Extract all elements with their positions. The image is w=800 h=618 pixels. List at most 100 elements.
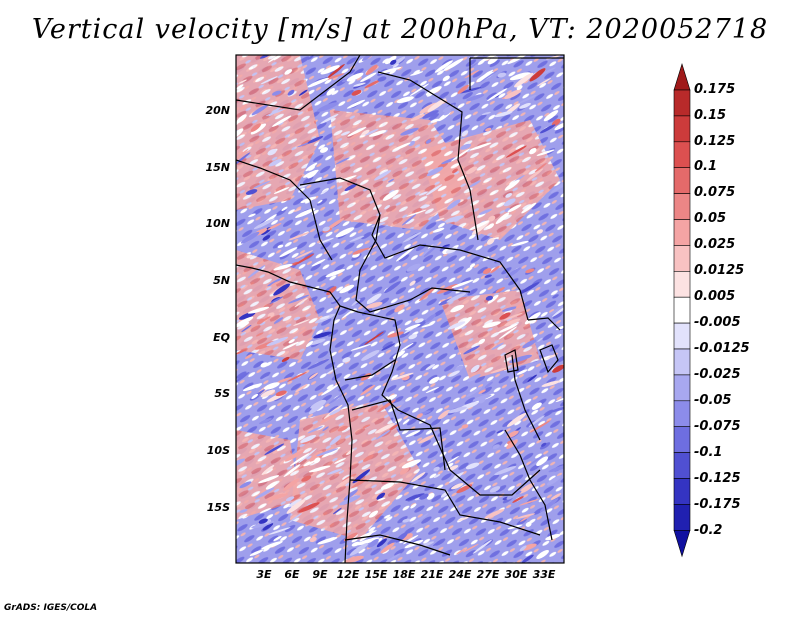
colorbar-swatch	[673, 219, 691, 246]
field-cell	[536, 229, 543, 234]
field-cell	[526, 454, 545, 467]
field-cell	[236, 349, 247, 355]
field-cell	[444, 215, 464, 223]
field-cell	[447, 406, 467, 414]
field-cell	[293, 253, 315, 266]
field-cell	[432, 227, 445, 233]
field-cell	[507, 204, 522, 213]
field-cell	[419, 493, 429, 500]
field-cell	[251, 104, 269, 116]
field-cell	[410, 513, 429, 526]
field-cell	[392, 350, 406, 359]
lon-tick-label: 9E	[312, 568, 328, 581]
field-cell	[400, 127, 419, 136]
field-cell	[425, 139, 432, 144]
field-cell	[267, 277, 283, 287]
field-cell	[418, 434, 435, 444]
field-cell	[536, 456, 549, 467]
field-cell	[298, 328, 308, 335]
field-cell	[410, 114, 425, 121]
colorbar-swatch	[673, 322, 691, 350]
field-cell	[247, 264, 266, 279]
field-cell	[238, 79, 247, 84]
field-cell	[479, 55, 501, 63]
colorbar-label: 0.005	[694, 289, 735, 304]
field-cell	[476, 71, 495, 83]
field-cell	[521, 202, 537, 214]
field-cell	[388, 423, 399, 432]
field-cell	[295, 208, 316, 218]
field-cell	[472, 539, 492, 554]
field-cell	[435, 217, 445, 222]
field-cell	[238, 311, 256, 320]
field-cell	[239, 481, 252, 489]
field-cell	[287, 372, 307, 382]
field-region	[236, 55, 320, 210]
field-cell	[470, 364, 480, 373]
field-cell	[504, 179, 520, 191]
field-cell	[293, 316, 301, 321]
field-cell	[506, 412, 527, 427]
colorbar-swatch	[673, 115, 691, 143]
field-cell	[361, 129, 370, 136]
field-cell	[346, 99, 366, 109]
country-borders	[236, 55, 564, 563]
field-cell	[320, 113, 339, 124]
field-cell	[268, 159, 282, 167]
field-region	[236, 430, 300, 520]
field-cell	[479, 70, 498, 83]
field-cell	[426, 493, 435, 500]
field-cell	[487, 223, 495, 229]
field-cell	[516, 513, 536, 519]
field-cell	[451, 279, 474, 289]
map-title: Vertical velocity [m/s] at 200hPa, VT: 2…	[31, 14, 769, 45]
field-cell	[360, 384, 376, 396]
field-cell	[258, 475, 280, 484]
field-cell	[408, 140, 416, 147]
field-cell	[420, 204, 430, 209]
field-cell	[467, 374, 481, 382]
field-cell	[514, 72, 534, 88]
field-cell	[329, 408, 342, 416]
field-cell	[384, 514, 391, 519]
field-cell	[394, 304, 405, 313]
field-cell	[425, 386, 439, 394]
field-cell	[519, 103, 531, 109]
field-cell	[316, 102, 339, 112]
field-cell	[368, 130, 387, 137]
field-cell	[360, 72, 377, 82]
field-cell	[245, 189, 258, 195]
field-cell	[511, 240, 529, 247]
field-cell	[486, 238, 495, 245]
field-cell	[308, 372, 319, 380]
field-cell	[350, 343, 372, 351]
field-cell	[524, 312, 541, 325]
field-cell	[288, 338, 295, 344]
field-cell	[451, 483, 464, 490]
field-cell	[260, 362, 269, 368]
field-cell	[494, 466, 517, 476]
field-cell	[521, 543, 537, 551]
field-cell	[342, 357, 351, 363]
field-cell	[456, 548, 465, 555]
field-cell	[273, 535, 282, 542]
field-cell	[236, 84, 244, 90]
field-cell	[497, 72, 507, 78]
field-cell	[236, 316, 254, 328]
colorbar-label: -0.175	[694, 497, 741, 512]
field-cell	[273, 263, 293, 271]
field-cell	[320, 189, 328, 195]
field-cell	[384, 281, 401, 294]
field-cell	[525, 268, 535, 274]
field-cell	[448, 370, 460, 377]
field-cell	[463, 345, 480, 355]
field-cell	[518, 482, 535, 494]
colorbar-swatch	[673, 89, 691, 117]
field-cell	[446, 292, 467, 303]
field-cell	[529, 147, 537, 155]
field-cell	[515, 427, 521, 432]
field-cell	[375, 430, 391, 440]
field-cell	[529, 68, 546, 82]
field-cell	[516, 369, 528, 375]
field-cell	[298, 448, 317, 464]
